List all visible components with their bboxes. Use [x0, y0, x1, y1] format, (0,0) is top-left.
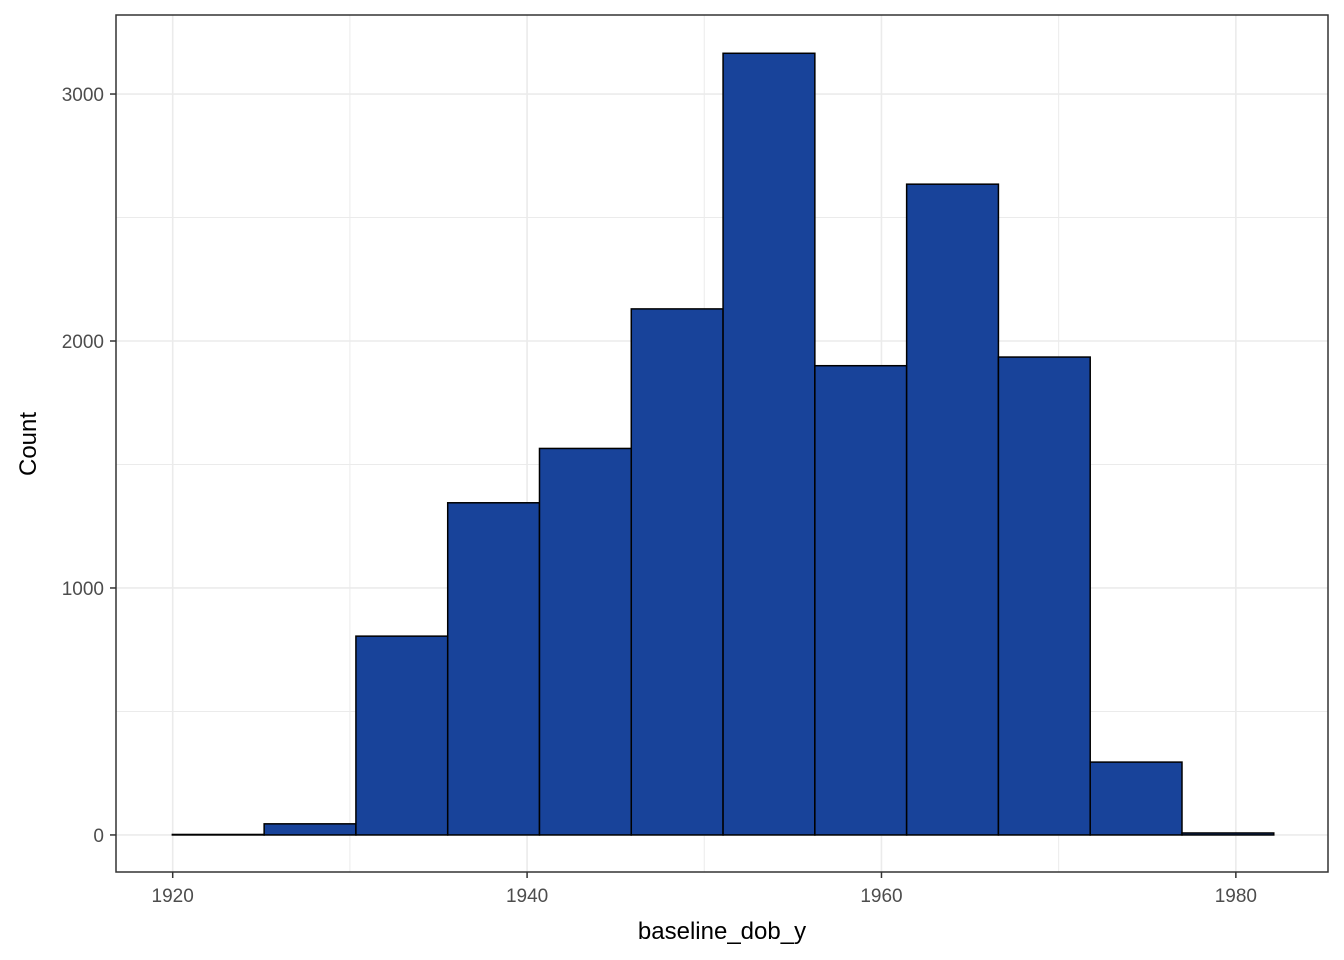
histogram-bar [171, 833, 265, 836]
histogram-bar [905, 183, 1000, 836]
histogram-bars [171, 52, 1275, 836]
histogram-bar [1181, 832, 1275, 836]
y-axis-ticks: 0 1000 2000 3000 [62, 85, 116, 847]
histogram-bar [538, 447, 633, 836]
x-axis-title: baseline_dob_y [638, 918, 806, 945]
histogram-bar [814, 364, 908, 836]
histogram-bar [997, 356, 1091, 836]
histogram-bar [630, 308, 724, 836]
x-tick-label: 1920 [152, 886, 194, 907]
y-tick-label: 1000 [62, 579, 104, 600]
histogram-bar [446, 502, 541, 836]
x-axis-ticks: 1920 1940 1960 1980 [152, 872, 1257, 907]
histogram-bar [263, 823, 357, 836]
y-tick-label: 3000 [62, 85, 104, 106]
histogram-bar [355, 635, 449, 836]
panel-border [115, 14, 1329, 873]
x-tick-label: 1980 [1215, 886, 1257, 907]
y-tick-label: 0 [93, 826, 104, 847]
x-tick-label: 1960 [860, 886, 902, 907]
histogram-bar [1089, 761, 1183, 836]
histogram-bar [722, 52, 816, 836]
y-tick-label: 2000 [62, 332, 104, 353]
y-axis-title: Count [15, 412, 42, 476]
x-tick-label: 1940 [506, 886, 548, 907]
